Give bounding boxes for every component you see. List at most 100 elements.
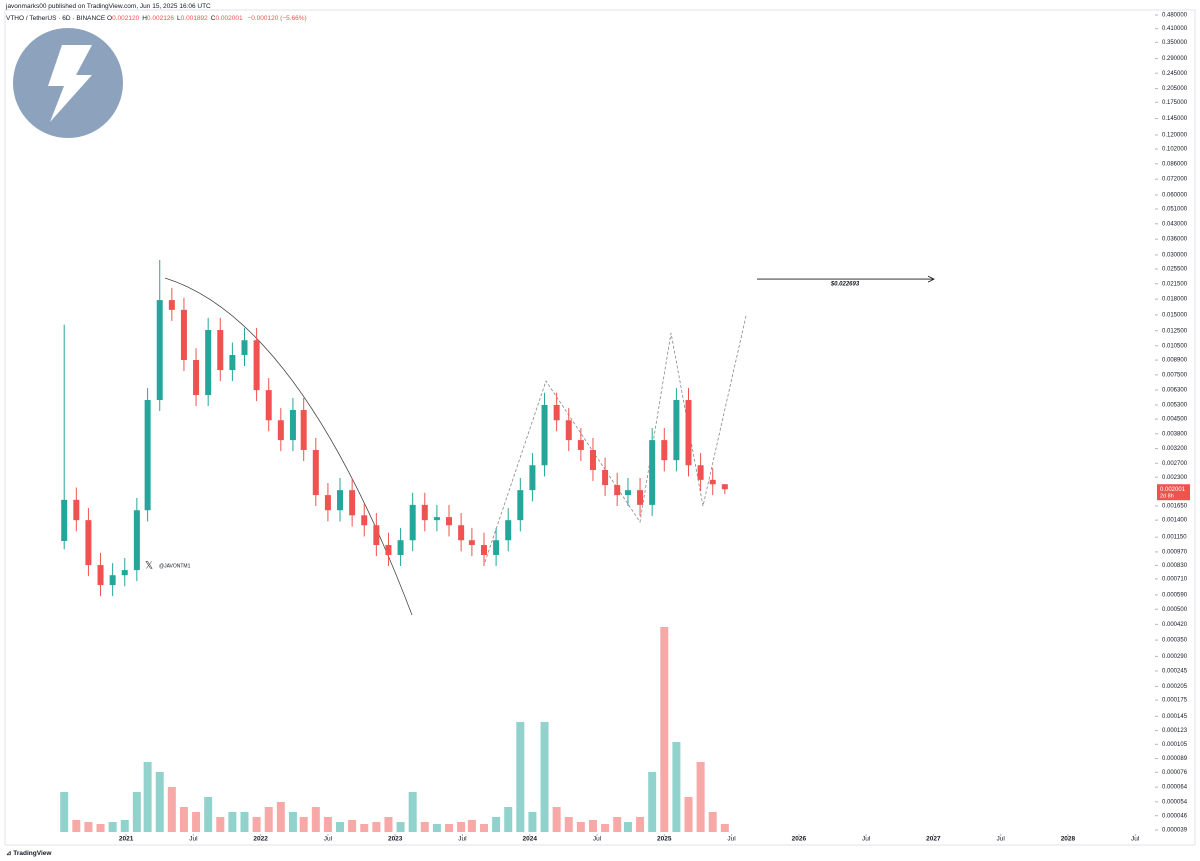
volume-bar	[348, 820, 357, 832]
candle-body	[385, 545, 392, 555]
y-tick-label: 0.030000	[1162, 253, 1188, 259]
volume-bar	[60, 792, 69, 832]
volume-bar	[420, 822, 429, 832]
target-label: $0.022693	[830, 282, 860, 288]
volume-bar	[216, 817, 225, 832]
candle-body	[241, 340, 248, 355]
candle-body	[446, 517, 453, 526]
y-tick-label: 0.000970	[1162, 549, 1188, 555]
chart-frame	[4, 9, 1196, 846]
y-tick-label: 0.245000	[1162, 71, 1188, 77]
candle-body	[602, 469, 609, 486]
volume-bar	[492, 817, 501, 832]
candles	[61, 259, 728, 597]
x-tick-label: Jul	[324, 836, 333, 843]
candle-body	[637, 490, 644, 505]
candle-body	[468, 540, 475, 546]
volume-bar	[179, 807, 188, 832]
volume-bar	[288, 812, 297, 832]
x-tick-label: Jul	[1131, 836, 1140, 843]
volume-bar	[336, 822, 345, 832]
x-tick-label: 2021	[119, 836, 134, 843]
volume-bar	[457, 822, 466, 832]
y-tick-label: 0.086000	[1162, 161, 1188, 167]
volume-bar	[264, 807, 273, 832]
candle-body	[168, 300, 175, 310]
volume-bar	[540, 722, 549, 832]
volume-bar	[228, 812, 237, 832]
x-tick-label: Jul	[458, 836, 467, 843]
volume-bar	[528, 812, 537, 832]
volume-bar	[552, 807, 561, 832]
volume-bar	[143, 762, 152, 832]
y-tick-label: 0.000123	[1162, 728, 1188, 734]
countdown: 2d 8h	[1160, 494, 1174, 500]
y-tick-label: 0.145000	[1162, 116, 1188, 122]
x-tick-label: 2024	[523, 836, 538, 843]
candle-body	[614, 485, 621, 496]
ohlc-key: C	[210, 15, 216, 22]
y-tick-label: 0.006300	[1162, 388, 1188, 394]
candle-body	[193, 359, 200, 396]
volume-bar	[479, 824, 488, 832]
volume-bar	[132, 792, 141, 832]
x-tick-label: 2027	[926, 836, 941, 843]
candle-body	[421, 504, 428, 521]
y-tick-label: 0.025500	[1162, 267, 1188, 273]
volume-bar	[636, 817, 645, 832]
volume-bar	[684, 797, 693, 832]
candle-body	[217, 330, 224, 371]
volume-bar	[648, 772, 657, 832]
x-tick-label: Jul	[727, 836, 736, 843]
x-tick-label: Jul	[862, 836, 871, 843]
candle-body	[85, 520, 92, 566]
y-tick-label: 0.000076	[1162, 770, 1188, 776]
y-tick-label: 0.205000	[1162, 86, 1188, 92]
volume-bar	[167, 787, 176, 832]
volume-bar	[672, 742, 681, 832]
volume-bar	[696, 762, 705, 832]
candle-body	[121, 570, 128, 576]
candle-body	[265, 390, 272, 421]
y-tick-label: 0.001650	[1162, 504, 1188, 510]
candle-body	[61, 499, 68, 542]
y-tick-label: 0.001400	[1162, 518, 1188, 524]
x-tick-label: 2023	[388, 836, 403, 843]
y-tick-label: 0.000420	[1162, 622, 1188, 628]
volume-bar	[72, 820, 81, 832]
symbol-row: VTHO / TetherUS · 6D · BINANCE O0.002120…	[6, 15, 307, 22]
candle-body	[180, 309, 187, 360]
candle-body	[553, 404, 560, 421]
candle-body	[565, 420, 572, 441]
last-price-box	[1157, 484, 1190, 501]
candle-body	[349, 490, 356, 516]
x-tick-label: 2022	[253, 836, 268, 843]
y-tick-label: 0.175000	[1162, 100, 1188, 106]
candle-body	[505, 520, 512, 541]
volume-bar	[396, 822, 405, 832]
volume-bar	[192, 812, 201, 832]
candle-body	[205, 330, 212, 396]
brand: TradingView	[13, 850, 52, 857]
candle-body	[409, 504, 416, 541]
x-tick-label: Jul	[996, 836, 1005, 843]
volume-bar	[601, 824, 610, 832]
candle-body	[673, 400, 680, 461]
candle-body	[529, 465, 536, 491]
ohlc-key: L	[177, 15, 181, 22]
symbol: VTHO / TetherUS · 6D · BINANCE	[6, 15, 106, 22]
candle-body	[517, 490, 524, 521]
volume-bar	[276, 802, 285, 832]
y-tick-label: 0.036000	[1162, 237, 1188, 243]
y-tick-label: 0.072000	[1162, 177, 1188, 183]
ohlc-value: 0.002120	[112, 15, 140, 22]
volume-bar	[467, 820, 476, 832]
y-tick-label: 0.005300	[1162, 403, 1188, 409]
y-tick-label: 0.003800	[1162, 431, 1188, 437]
volume-bar	[252, 817, 261, 832]
y-tick-label: 0.000205	[1162, 684, 1188, 690]
candle-body	[324, 495, 331, 511]
y-tick-label: 0.008900	[1162, 358, 1188, 364]
